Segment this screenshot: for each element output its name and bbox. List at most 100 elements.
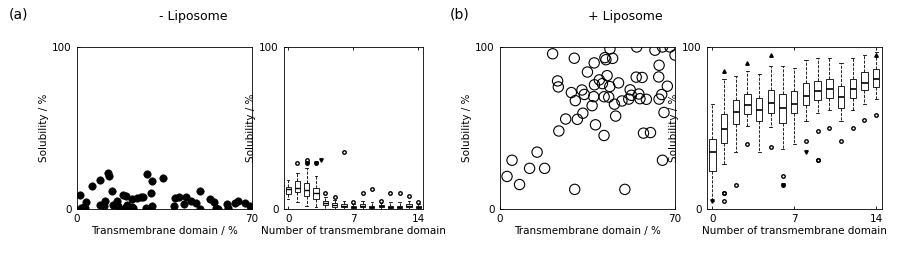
Point (636, 131, 651, 135)
Text: + Liposome: + Liposome (589, 10, 662, 23)
PathPatch shape (768, 90, 774, 112)
Point (668, 53, 682, 57)
Point (193, 206, 207, 211)
Point (230, 199, 245, 203)
PathPatch shape (295, 181, 300, 192)
Point (530, 150, 544, 154)
Point (639, 97, 653, 101)
Point (657, 110, 671, 115)
Point (505, 158, 519, 162)
Point (96, 204, 111, 208)
Point (571, 117, 585, 121)
Point (652, 75, 666, 79)
Point (580, 70, 595, 74)
Point (551, 85, 565, 89)
Point (568, 99, 582, 103)
Point (551, 79, 565, 83)
Y-axis label: Solubility / %: Solubility / % (670, 94, 680, 162)
Point (545, 52, 560, 56)
Point (221, 206, 236, 210)
Point (120, 203, 134, 207)
Point (601, 95, 616, 99)
Point (587, 61, 601, 65)
Point (577, 92, 591, 97)
Point (105, 188, 120, 193)
Text: (a): (a) (9, 8, 29, 22)
Point (110, 199, 124, 203)
PathPatch shape (332, 203, 338, 207)
Point (97, 199, 112, 204)
Point (655, 45, 670, 49)
Point (228, 201, 242, 205)
Point (655, 158, 670, 162)
Point (587, 94, 601, 99)
Point (101, 171, 115, 175)
Point (118, 206, 132, 210)
Point (600, 74, 615, 78)
PathPatch shape (407, 204, 411, 207)
Point (537, 166, 552, 170)
Point (632, 92, 646, 96)
Point (652, 97, 666, 101)
PathPatch shape (323, 200, 328, 205)
Point (156, 176, 170, 180)
Point (193, 189, 207, 193)
PathPatch shape (397, 206, 402, 208)
Point (220, 202, 234, 206)
Point (103, 174, 117, 179)
Point (559, 117, 573, 121)
Point (202, 197, 217, 201)
PathPatch shape (388, 206, 393, 208)
Point (93, 203, 107, 207)
PathPatch shape (779, 94, 786, 123)
Point (77, 205, 92, 209)
Point (207, 200, 221, 204)
Y-axis label: Solubility / %: Solubility / % (463, 94, 473, 162)
Point (611, 81, 625, 85)
Point (78, 205, 93, 210)
Point (106, 203, 121, 207)
X-axis label: Number of transmembrane domain: Number of transmembrane domain (261, 227, 446, 236)
Point (189, 201, 203, 205)
Point (633, 97, 647, 101)
Point (606, 56, 620, 61)
Point (589, 123, 603, 127)
Point (617, 187, 632, 192)
Point (184, 199, 198, 203)
Point (588, 83, 602, 87)
Point (598, 56, 612, 60)
Point (567, 56, 581, 60)
Point (166, 204, 181, 208)
Point (179, 195, 194, 199)
X-axis label: Transmembrane domain / %: Transmembrane domain / % (91, 227, 238, 236)
Point (603, 85, 617, 89)
PathPatch shape (850, 79, 856, 98)
PathPatch shape (379, 205, 383, 207)
Point (167, 196, 182, 200)
Point (622, 97, 636, 101)
Y-axis label: Solubility / %: Solubility / % (40, 94, 50, 162)
PathPatch shape (369, 206, 374, 208)
Point (145, 179, 159, 183)
Point (73, 192, 87, 197)
Point (238, 201, 252, 205)
Point (597, 133, 611, 138)
X-axis label: Transmembrane domain / %: Transmembrane domain / % (514, 227, 661, 236)
Point (242, 204, 256, 208)
Point (644, 130, 658, 135)
Point (608, 102, 622, 106)
PathPatch shape (721, 114, 727, 143)
Point (629, 45, 643, 49)
PathPatch shape (351, 206, 356, 208)
X-axis label: Number of transmembrane domain: Number of transmembrane domain (702, 227, 886, 236)
Point (652, 63, 666, 67)
PathPatch shape (341, 204, 346, 207)
Point (552, 129, 566, 133)
PathPatch shape (838, 86, 844, 108)
Point (634, 75, 649, 80)
Point (211, 206, 225, 211)
PathPatch shape (416, 206, 421, 208)
Point (77, 206, 92, 210)
Point (512, 182, 526, 187)
Text: - Liposome: - Liposome (159, 10, 228, 23)
